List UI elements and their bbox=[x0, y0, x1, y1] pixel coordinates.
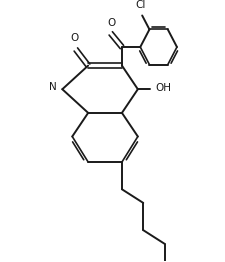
Text: O: O bbox=[71, 33, 79, 43]
Text: OH: OH bbox=[156, 83, 172, 93]
Text: O: O bbox=[107, 18, 115, 28]
Text: N: N bbox=[49, 82, 57, 92]
Text: Cl: Cl bbox=[136, 0, 146, 10]
